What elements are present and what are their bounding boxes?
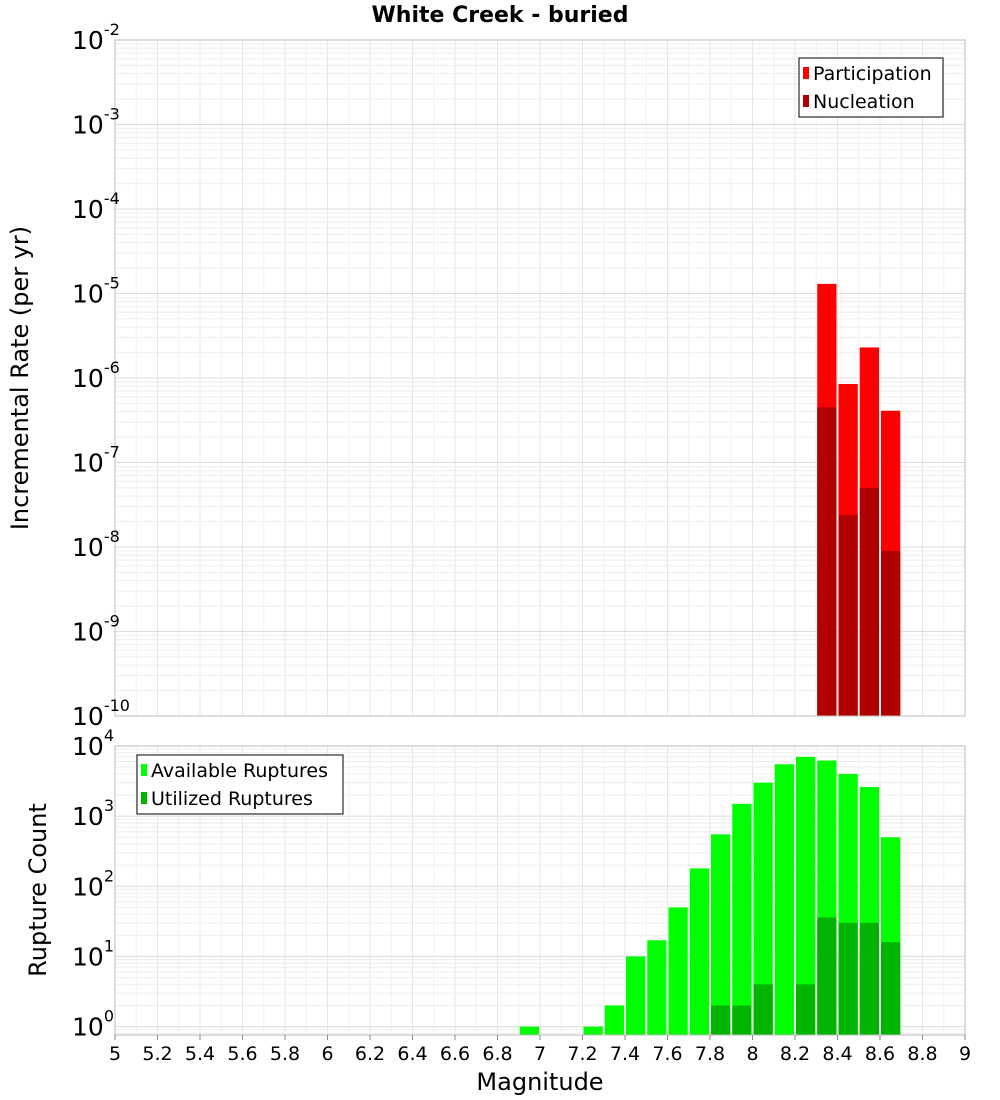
- available-ruptures-bar: [604, 1005, 624, 1035]
- y-tick-label: 10-5: [72, 274, 120, 309]
- utilized-ruptures-bar: [838, 922, 858, 1035]
- x-tick-label: 5.6: [227, 1043, 257, 1065]
- y-tick-exponent: 2: [104, 866, 114, 885]
- utilized-ruptures-bar: [753, 984, 773, 1035]
- y-tick-label: 10-3: [72, 105, 120, 140]
- x-tick-label: 8: [746, 1043, 758, 1065]
- x-tick-label: 5.2: [142, 1043, 172, 1065]
- y-tick-exponent: 0: [104, 1007, 114, 1026]
- nucleation-bar: [817, 407, 837, 716]
- available-ruptures-bar: [711, 834, 731, 1035]
- x-tick-label: 7: [534, 1043, 546, 1065]
- y-tick-label: 103: [72, 796, 114, 831]
- y-tick-label: 102: [72, 866, 114, 901]
- participation-legend-swatch: [803, 67, 809, 79]
- available-ruptures-bar: [668, 907, 688, 1035]
- y-tick-label: 10-9: [72, 612, 120, 647]
- x-tick-label: 6.8: [482, 1043, 512, 1065]
- y-tick-label: 101: [72, 936, 114, 971]
- y-tick-exponent: -2: [104, 20, 120, 39]
- x-tick-label: 6.6: [440, 1043, 470, 1065]
- rate-plot-border: [114, 39, 966, 717]
- chart-title: White Creek - buried: [372, 3, 629, 28]
- x-tick-label: 6.4: [397, 1043, 427, 1065]
- y-tick-label: 10-2: [72, 20, 120, 55]
- nucleation-bar: [859, 487, 879, 716]
- utilized-ruptures-bar: [732, 1005, 752, 1035]
- count-bars: [519, 756, 901, 1035]
- utilized-ruptures-bar: [711, 1005, 731, 1035]
- nucleation-bar: [881, 550, 901, 716]
- y-tick-exponent: -3: [104, 105, 120, 124]
- x-tick-label: 8.8: [907, 1043, 937, 1065]
- utilized-legend-swatch: [141, 792, 147, 804]
- x-tick-label: 8.4: [822, 1043, 852, 1065]
- nucleation-legend-label: Nucleation: [813, 91, 915, 113]
- nucleation-legend-swatch: [803, 95, 809, 107]
- rate-grid: [114, 40, 966, 717]
- available-ruptures-bar: [732, 803, 752, 1035]
- available-ruptures-bar: [626, 956, 646, 1035]
- count-legend: Available Ruptures Utilized Ruptures: [136, 754, 344, 815]
- y-tick-label: 10-8: [72, 527, 120, 562]
- count-y-axis-label: Rupture Count: [24, 803, 52, 977]
- available-ruptures-bar: [519, 1026, 539, 1035]
- y-tick-exponent: -4: [104, 189, 120, 208]
- y-tick-exponent: -5: [104, 274, 120, 293]
- y-tick-label: 10-4: [72, 189, 120, 224]
- x-tick-label: 7.2: [567, 1043, 597, 1065]
- available-ruptures-bar: [796, 756, 816, 1035]
- x-tick-label: 5.4: [185, 1043, 215, 1065]
- utilized-ruptures-bar: [796, 984, 816, 1035]
- y-tick-exponent: -7: [104, 443, 120, 462]
- rate-bars: [817, 283, 901, 716]
- rate-y-axis-label: Incremental Rate (per yr): [6, 226, 34, 530]
- x-tick-label: 7.6: [652, 1043, 682, 1065]
- y-tick-label: 10-6: [72, 358, 120, 393]
- available-legend-label: Available Ruptures: [151, 760, 328, 782]
- x-tick-label: 6: [321, 1043, 333, 1065]
- x-tick-label: 5.8: [270, 1043, 300, 1065]
- x-tick-label: 7.8: [695, 1043, 725, 1065]
- count-x-ticks: 5 5.2 5.4 5.6 5.8 6 6.2 6.4 6.6 6.8 7 7.2 7.4 7.6 7.8 8…: [109, 1035, 971, 1065]
- available-ruptures-bar: [583, 1026, 603, 1035]
- y-tick-exponent: -9: [104, 612, 120, 631]
- x-tick-label: 8.2: [780, 1043, 810, 1065]
- y-tick-exponent: 1: [104, 936, 114, 955]
- y-tick-label: 100: [72, 1007, 114, 1042]
- participation-legend-label: Participation: [813, 63, 932, 85]
- available-ruptures-bar: [753, 782, 773, 1035]
- utilized-legend-label: Utilized Ruptures: [151, 788, 313, 810]
- y-tick-label: 104: [72, 726, 114, 761]
- count-legend-box: [136, 754, 344, 815]
- available-legend-swatch: [141, 764, 147, 776]
- x-tick-label: 8.6: [865, 1043, 895, 1065]
- y-tick-exponent: -10: [104, 696, 130, 715]
- nucleation-bar: [838, 514, 858, 716]
- utilized-ruptures-bar: [881, 942, 901, 1035]
- rate-legend-box: [798, 57, 944, 118]
- y-tick-label: 10-10: [72, 696, 130, 731]
- rate-legend: Participation Nucleation: [798, 57, 944, 118]
- x-tick-label: 9: [959, 1043, 971, 1065]
- x-tick-label: 5: [109, 1043, 121, 1065]
- y-tick-label: 10-7: [72, 443, 120, 478]
- y-tick-exponent: 3: [104, 796, 114, 815]
- y-tick-exponent: -6: [104, 358, 120, 377]
- available-ruptures-bar: [689, 868, 709, 1035]
- utilized-ruptures-bar: [859, 922, 879, 1035]
- x-tick-label: 6.2: [355, 1043, 385, 1065]
- rate-panel: 10-10 10-9 10-8 10-7 10-6 10-5 10-4 10-3 10-2 In…: [6, 20, 966, 731]
- available-ruptures-bar: [647, 940, 667, 1035]
- y-tick-exponent: 4: [104, 726, 114, 745]
- utilized-ruptures-bar: [817, 917, 837, 1035]
- y-tick-exponent: -8: [104, 527, 120, 546]
- available-ruptures-bar: [774, 764, 794, 1035]
- x-tick-label: 7.4: [610, 1043, 640, 1065]
- x-axis-label: Magnitude: [476, 1068, 603, 1096]
